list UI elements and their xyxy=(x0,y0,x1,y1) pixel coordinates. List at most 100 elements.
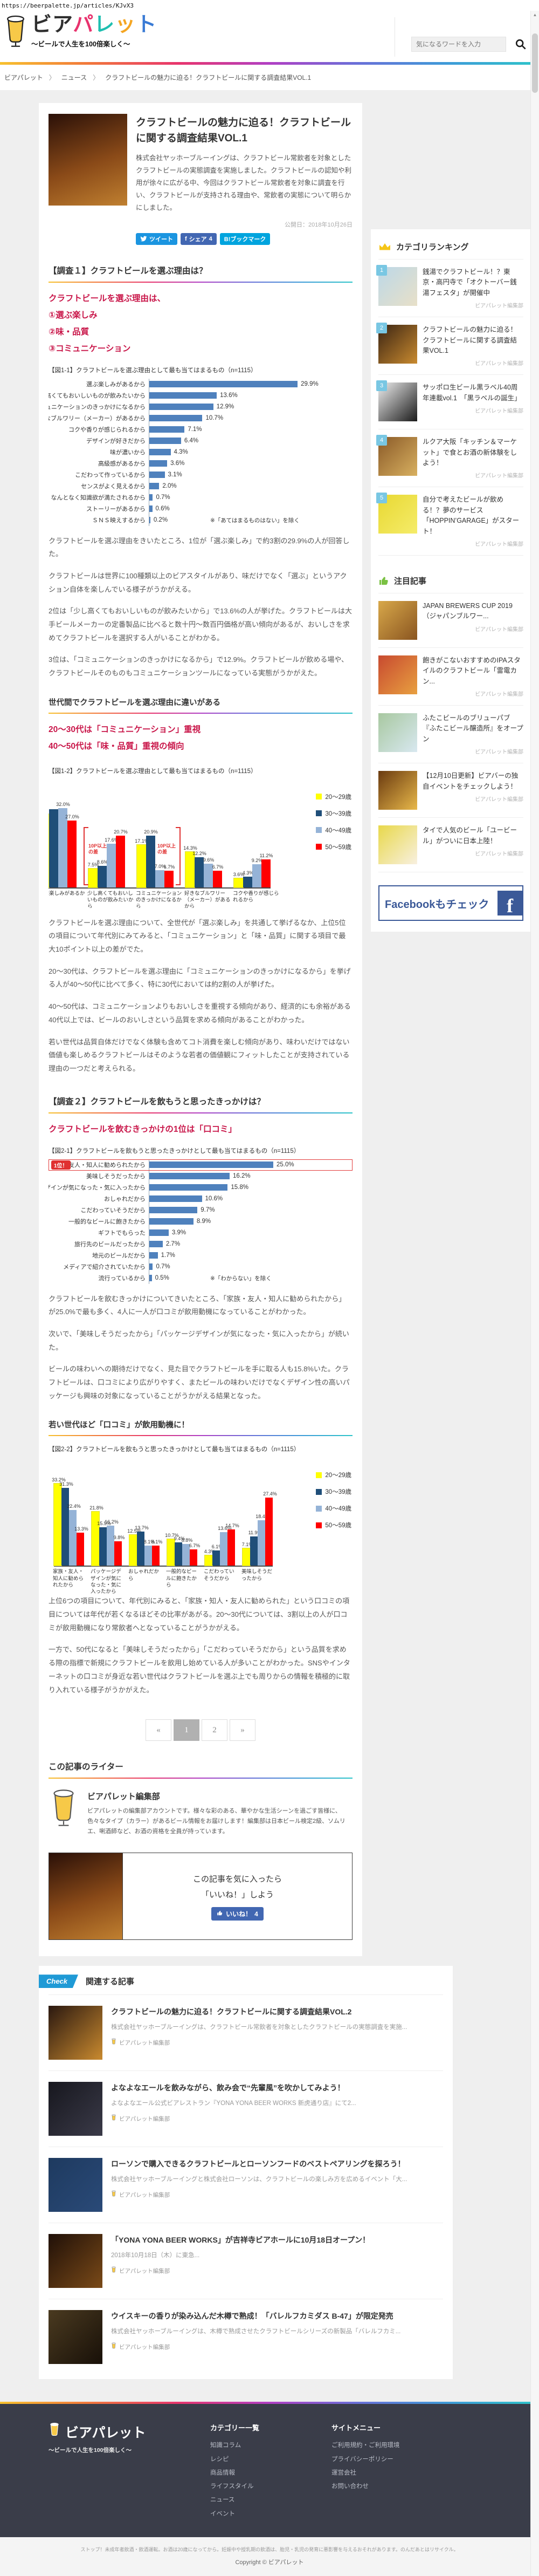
sidebar-article-item[interactable]: 3 サッポロ生ビール黒ラベル40周年連載vol.1 「黒ラベルの誕生」 ビアパレット… xyxy=(376,375,523,430)
bar xyxy=(149,1218,194,1225)
bar-label: デザインが好きだから xyxy=(86,438,146,445)
chart-title: 【図1-2】クラフトビールを選ぶ理由として最も当てはまるもの（n=1115） xyxy=(49,768,257,775)
rank-badge: 2 xyxy=(376,323,387,334)
hatena-bookmark-button[interactable]: B!ブックマーク xyxy=(219,233,271,245)
bar-value: 33.2% xyxy=(52,1477,66,1482)
bar-label: 一般的なビールに飽きたから xyxy=(68,1219,146,1226)
related-article-item[interactable]: ウイスキーの香りが染み込んだ木樽で熟成！「バレルフカミダス B-47」が限定発売… xyxy=(49,2299,443,2375)
pagination-next[interactable]: » xyxy=(230,1719,255,1741)
sidebar-article-item[interactable]: 5 自分で考えたビールが飲める！？夢のサービス「HOPPIN’GARAGE」がスタ… xyxy=(376,487,523,556)
pagination-prev[interactable]: « xyxy=(146,1719,171,1741)
sidebar-article-item[interactable]: 1 銭湯でクラフトビール！？東京・高円寺で「オクトーバー銭湯フェスタ」が開催中 ビア… xyxy=(376,259,523,318)
breadcrumb-link[interactable]: クラフトビールの魅力に迫る！クラフトビールに関する調査結果VOL.1 xyxy=(105,74,312,81)
related-article-item[interactable]: クラフトビールの魅力に迫る！クラフトビールに関する調査結果VOL.2 株式会社ヤッ… xyxy=(49,1995,443,2072)
bar-label: 地元のビールだから xyxy=(92,1253,146,1260)
footer-sitemenu-link[interactable]: 運営会社 xyxy=(331,2469,356,2476)
bar-cell: 32.0% xyxy=(56,802,70,887)
bar-area: 16.2% xyxy=(149,1170,353,1182)
site-logo[interactable]: ビアパレット ～ビールで人生を100倍楽しく～ xyxy=(3,13,157,50)
article-title: 飽きがこないおすすめのIPAスタイルのクラフトビール「雷電カン... xyxy=(423,656,521,685)
article-title: タイで人気のビール「ユービール」がついに日本上陸！ xyxy=(423,826,517,845)
footer-category-link[interactable]: ニュース xyxy=(210,2497,235,2504)
search-box xyxy=(411,37,527,52)
bar xyxy=(149,1173,230,1180)
facebook-share-button[interactable]: f シェア 4 xyxy=(181,233,217,245)
bar-value: 9.2% xyxy=(251,858,263,864)
bar xyxy=(243,876,252,887)
chart-row: メディアで紹介されていたから 0.7% xyxy=(49,1261,353,1273)
bar xyxy=(252,864,261,887)
facebook-banner[interactable]: Facebookもチェック f xyxy=(378,885,523,921)
bar-value: 8.6% xyxy=(96,859,108,865)
chart-title: 【図2-2】クラフトビールを飲もうと思ったきっかけとして最も当てはまるもの（n=… xyxy=(49,1446,300,1453)
sidebar-article-item[interactable]: 2 クラフトビールの魅力に迫る！クラフトビールに関する調査結果VOL.1 ビアパレッ… xyxy=(376,317,523,375)
plot-area: 32.0% 27.0% 選ぶ楽しみがあるから 7.5%8.6% 17.6% 20.7% 少し… xyxy=(49,802,279,908)
breadcrumb-link[interactable]: ニュース xyxy=(61,74,87,81)
search-icon[interactable] xyxy=(515,38,527,50)
sidebar-article-item[interactable]: JAPAN BREWERS CUP 2019（ジャパンブルワー... ビアパレット… xyxy=(378,593,523,648)
bar xyxy=(149,472,165,478)
scrollbar-thumb[interactable] xyxy=(532,33,538,93)
bar xyxy=(77,1533,84,1566)
bar-value: 8.9% xyxy=(196,1218,211,1225)
footer-category-link[interactable]: 商品情報 xyxy=(210,2469,235,2476)
legend-item: 30～39歳 xyxy=(316,1487,351,1496)
bar xyxy=(136,844,147,888)
article-excerpt: 2018年10月18日（木）に東急... xyxy=(111,2252,200,2259)
bar xyxy=(67,820,77,887)
sidebar-article-item[interactable]: タイで人気のビール「ユービール」がついに日本上陸！ ビアパレット編集部 xyxy=(378,818,523,873)
chart-row: 味が濃いから 4.3% xyxy=(49,446,353,458)
sidebar-article-item[interactable]: 【12月10日更新】ビアバーの独自イベントをチェックしよう！ ビアパレット編集部 xyxy=(378,763,523,818)
footer-category-link[interactable]: レシピ xyxy=(210,2456,229,2463)
facebook-like-button[interactable]: いいね！ 4 xyxy=(211,1907,264,1921)
author-name: ビアパレット編集部 xyxy=(119,2267,170,2274)
like-box-text-1: この記事を気に入ったら xyxy=(192,1875,282,1884)
footer-sitemenu-link[interactable]: お問い合わせ xyxy=(331,2483,369,2490)
gradient-divider xyxy=(49,281,353,283)
gradient-divider xyxy=(49,712,353,714)
related-item-body: よなよなエールを飲みながら、飲み会で“先輩風”を吹かしてみよう！ よなよなエール公… xyxy=(111,2082,443,2136)
bar-area: 3.9% xyxy=(149,1227,353,1239)
bar-cell: 9.2% xyxy=(252,858,262,887)
bar xyxy=(213,870,222,887)
article-author: ビアパレット編集部 xyxy=(111,2266,443,2275)
related-article-item[interactable]: よなよなエールを飲みながら、飲み会で“先輩風”を吹かしてみよう！ よなよなエール公… xyxy=(49,2071,443,2148)
footer-sitemenu-link[interactable]: プライバシーポリシー xyxy=(331,2456,393,2463)
article-thumbnail xyxy=(378,713,417,752)
writer-name[interactable]: ビアパレット編集部 xyxy=(87,1792,160,1802)
like-label: いいね！ xyxy=(226,1910,252,1918)
footer-category-link[interactable]: イベント xyxy=(210,2510,235,2517)
bar xyxy=(227,1529,235,1566)
footer-logo-block[interactable]: ビアパレット ～ビールで人生を100倍楽しく～ xyxy=(49,2422,210,2521)
bar-cell: 15.5% xyxy=(97,1521,111,1566)
browser-url[interactable]: https://beerpalette.jp/articles/KJvX3 xyxy=(2,2,134,9)
paragraph: 次いで、「美味しそうだったから」「パッケージデザインが気になった・気に入ったから… xyxy=(49,1329,349,1351)
pagination-page[interactable]: 1 xyxy=(174,1719,199,1741)
sidebar-article-item[interactable]: 4 ルクア大阪「キッチン＆マーケット」で食とお酒の新体験をしよう！ ビアパレット編集… xyxy=(376,429,523,488)
key-point-line: ③コミュニケーション xyxy=(49,344,131,353)
bar xyxy=(149,1275,152,1282)
scrollbar[interactable]: ▲ xyxy=(530,11,539,2576)
footer-category-link[interactable]: ライフスタイル xyxy=(210,2483,254,2490)
sidebar-article-item[interactable]: 飽きがこないおすすめのIPAスタイルのクラフトビール「雷電カン... ビアパレット… xyxy=(378,648,523,706)
breadcrumb-link[interactable]: ビアパレット xyxy=(4,74,43,81)
bar xyxy=(265,1498,273,1566)
content-area: クラフトビールの魅力に迫る！クラフトビールに関する調査結果VOL.1 株式会社ヤ… xyxy=(0,90,539,2402)
related-article-item[interactable]: ローソンで購入できるクラフトビールとローソンフードのベストペアリングを探ろう！ 株… xyxy=(49,2147,443,2224)
scroll-up-icon[interactable]: ▲ xyxy=(533,12,537,17)
paragraph: 3位は、「コミュニケーションのきっかけになるから」で12.9%。クラフトビールが… xyxy=(49,655,349,677)
sidebar-article-item[interactable]: ふたこビールのブリューパブ『ふたこビール醸造所』をオープン ビアパレット編集部 xyxy=(378,706,523,764)
bar xyxy=(129,1534,137,1567)
related-article-item[interactable]: 「YONA YONA BEER WORKS」が吉祥寺ビアホールに10月18日オー… xyxy=(49,2223,443,2300)
pagination-page[interactable]: 2 xyxy=(202,1719,227,1741)
bar-cell: 7.1% xyxy=(242,1542,253,1567)
bar xyxy=(149,404,213,410)
bar-label: こだわっていそうだから xyxy=(80,1207,146,1214)
footer-sitemenu-link[interactable]: ご利用規約・ご利用環境 xyxy=(331,2442,400,2449)
search-input[interactable] xyxy=(411,37,506,52)
bar-cell: 13.7% xyxy=(135,1525,149,1566)
footer-category-link[interactable]: 知識コラム xyxy=(210,2442,241,2449)
category-label: 一般的なビールに飽きたから xyxy=(166,1569,197,1589)
tweet-button[interactable]: ツイート xyxy=(136,233,177,245)
